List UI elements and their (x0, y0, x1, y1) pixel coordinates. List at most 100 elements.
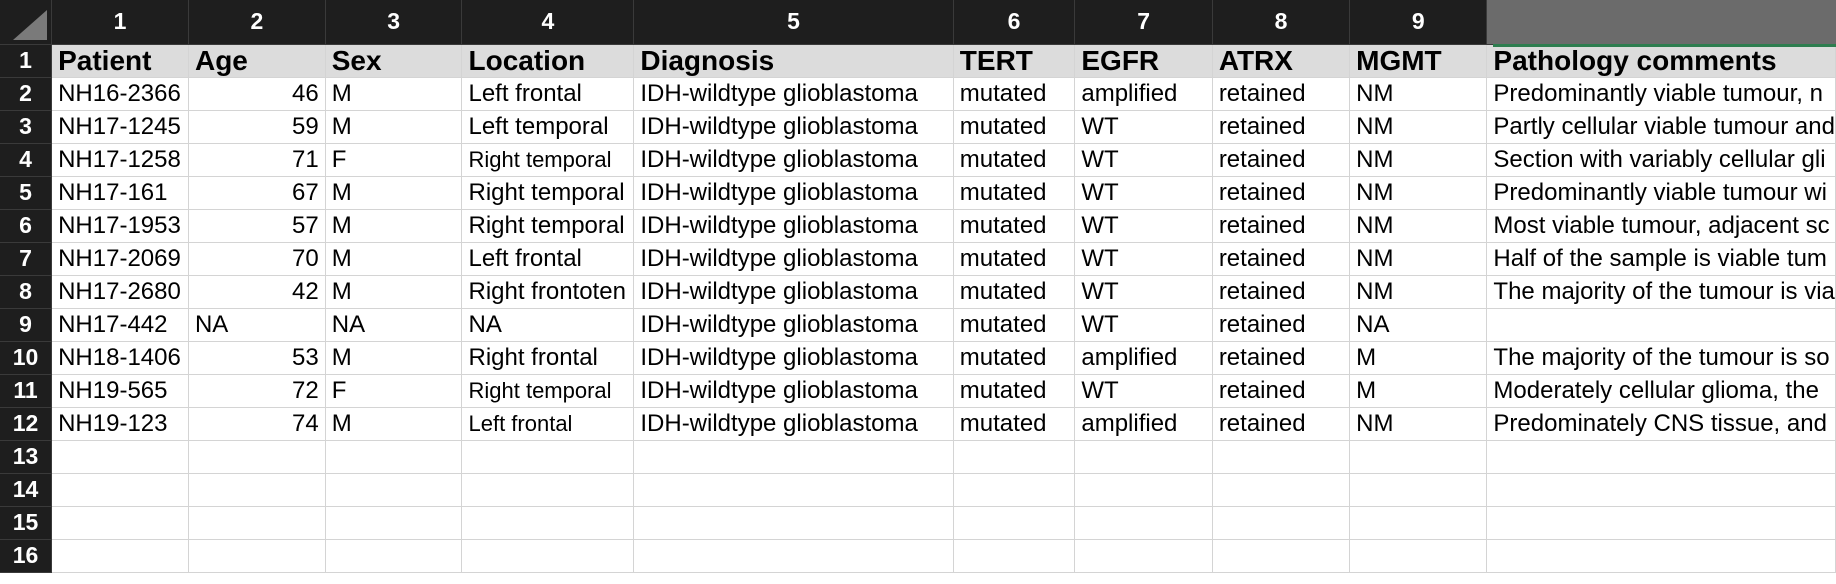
cell-atrx[interactable]: retained (1212, 110, 1351, 144)
row-header[interactable]: 8 (0, 275, 53, 309)
cell-atrx[interactable] (1212, 473, 1351, 507)
cell-age[interactable]: 74 (188, 407, 326, 441)
cell-atrx[interactable]: retained (1212, 341, 1351, 375)
cell-pathology-comments[interactable]: Most viable tumour, adjacent sc (1486, 209, 1836, 243)
cell-age[interactable]: NA (188, 308, 326, 342)
cell-age[interactable]: 46 (188, 77, 326, 111)
cell-patient[interactable]: NH19-123 (51, 407, 189, 441)
cell-tert[interactable]: mutated (953, 209, 1076, 243)
cell-diagnosis[interactable]: IDH-wildtype glioblastoma (633, 407, 954, 441)
row-header[interactable]: 10 (0, 341, 53, 375)
column-header[interactable]: 2 (188, 0, 326, 45)
cell-diagnosis[interactable]: IDH-wildtype glioblastoma (633, 341, 954, 375)
cell-diagnosis[interactable]: IDH-wildtype glioblastoma (633, 77, 954, 111)
header-cell-location[interactable]: Location (461, 44, 635, 78)
cell-tert[interactable]: mutated (953, 341, 1076, 375)
cell-age[interactable]: 42 (188, 275, 326, 309)
cell-egfr[interactable]: amplified (1074, 407, 1213, 441)
cell-atrx[interactable]: retained (1212, 209, 1351, 243)
cell-diagnosis[interactable]: IDH-wildtype glioblastoma (633, 242, 954, 276)
cell-sex[interactable]: M (325, 110, 463, 144)
cell-diagnosis[interactable] (633, 506, 954, 540)
row-header[interactable]: 12 (0, 407, 53, 441)
cell-age[interactable]: 57 (188, 209, 326, 243)
cell-sex[interactable]: F (325, 374, 463, 408)
cell-patient[interactable]: NH17-2069 (51, 242, 189, 276)
cell-tert[interactable]: mutated (953, 275, 1076, 309)
cell-diagnosis[interactable]: IDH-wildtype glioblastoma (633, 308, 954, 342)
cell-atrx[interactable]: retained (1212, 275, 1351, 309)
cell-sex[interactable]: M (325, 176, 463, 210)
cell-diagnosis[interactable]: IDH-wildtype glioblastoma (633, 143, 954, 177)
cell-mgmt[interactable]: NM (1349, 407, 1488, 441)
cell-location[interactable]: Right temporal (461, 374, 635, 408)
cell-patient[interactable]: NH17-161 (51, 176, 189, 210)
row-header[interactable]: 5 (0, 176, 53, 210)
cell-age[interactable]: 71 (188, 143, 326, 177)
header-cell-egfr[interactable]: EGFR (1074, 44, 1213, 78)
cell-egfr[interactable]: WT (1074, 110, 1213, 144)
cell-pathology-comments[interactable]: Partly cellular viable tumour and (1486, 110, 1836, 144)
cell-patient[interactable] (51, 506, 189, 540)
cell-mgmt[interactable]: NM (1349, 209, 1488, 243)
cell-patient[interactable]: NH17-2680 (51, 275, 189, 309)
cell-atrx[interactable]: retained (1212, 242, 1351, 276)
cell-egfr[interactable] (1074, 473, 1213, 507)
cell-sex[interactable]: M (325, 77, 463, 111)
header-cell-tert[interactable]: TERT (953, 44, 1076, 78)
cell-age[interactable] (188, 473, 326, 507)
select-all-corner[interactable] (0, 0, 53, 45)
cell-atrx[interactable]: retained (1212, 308, 1351, 342)
cell-tert[interactable]: mutated (953, 176, 1076, 210)
row-header[interactable]: 6 (0, 209, 53, 243)
row-header[interactable]: 16 (0, 539, 53, 573)
cell-egfr[interactable]: WT (1074, 308, 1213, 342)
cell-mgmt[interactable]: NM (1349, 275, 1488, 309)
cell-location[interactable]: NA (461, 308, 635, 342)
row-header[interactable]: 3 (0, 110, 53, 144)
cell-sex[interactable]: M (325, 407, 463, 441)
cell-patient[interactable] (51, 539, 189, 573)
cell-patient[interactable] (51, 440, 189, 474)
cell-mgmt[interactable] (1349, 473, 1488, 507)
cell-sex[interactable] (325, 473, 463, 507)
cell-patient[interactable]: NH17-1245 (51, 110, 189, 144)
column-header[interactable]: 6 (953, 0, 1076, 45)
cell-sex[interactable]: M (325, 242, 463, 276)
cell-age[interactable] (188, 440, 326, 474)
cell-location[interactable]: Left frontal (461, 407, 635, 441)
cell-atrx[interactable]: retained (1212, 77, 1351, 111)
header-cell-age[interactable]: Age (188, 44, 326, 78)
cell-atrx[interactable] (1212, 539, 1351, 573)
cell-pathology-comments[interactable] (1486, 506, 1836, 540)
cell-mgmt[interactable]: NM (1349, 143, 1488, 177)
header-cell-mgmt[interactable]: MGMT (1349, 44, 1488, 78)
cell-patient[interactable] (51, 473, 189, 507)
cell-location[interactable]: Right frontal (461, 341, 635, 375)
row-header[interactable]: 4 (0, 143, 53, 177)
row-header[interactable]: 2 (0, 77, 53, 111)
column-header[interactable]: 5 (633, 0, 954, 45)
cell-atrx[interactable] (1212, 506, 1351, 540)
cell-mgmt[interactable]: NM (1349, 176, 1488, 210)
cell-tert[interactable] (953, 506, 1076, 540)
cell-patient[interactable]: NH17-442 (51, 308, 189, 342)
cell-tert[interactable]: mutated (953, 77, 1076, 111)
cell-egfr[interactable]: WT (1074, 209, 1213, 243)
cell-location[interactable]: Right temporal (461, 176, 635, 210)
cell-location[interactable]: Right temporal (461, 143, 635, 177)
cell-atrx[interactable] (1212, 440, 1351, 474)
cell-atrx[interactable]: retained (1212, 407, 1351, 441)
column-header[interactable]: 7 (1074, 0, 1213, 45)
cell-atrx[interactable]: retained (1212, 176, 1351, 210)
cell-location[interactable]: Left temporal (461, 110, 635, 144)
cell-egfr[interactable]: amplified (1074, 77, 1213, 111)
cell-age[interactable]: 70 (188, 242, 326, 276)
column-header[interactable]: 1 (51, 0, 189, 45)
row-header[interactable]: 11 (0, 374, 53, 408)
row-header[interactable]: 9 (0, 308, 53, 342)
cell-age[interactable] (188, 539, 326, 573)
cell-age[interactable] (188, 506, 326, 540)
cell-egfr[interactable]: amplified (1074, 341, 1213, 375)
cell-pathology-comments[interactable]: Predominately CNS tissue, and (1486, 407, 1836, 441)
